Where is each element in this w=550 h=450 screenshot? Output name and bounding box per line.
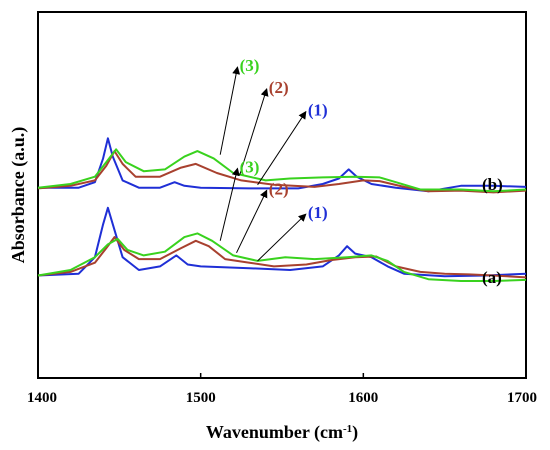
x-tick-label-1500: 1500: [186, 390, 216, 406]
series-line-a-1: [37, 206, 527, 278]
x-axis-label-main: Wavenumber (cm: [206, 422, 343, 443]
y-axis-label: Absorbance (a.u.): [8, 127, 29, 264]
x-axis-label: Wavenumber (cm-1): [206, 422, 358, 443]
x-tick-label-1400: 1400: [27, 390, 57, 406]
annotation-label-a-3: (3): [240, 158, 260, 177]
annotation-label-a-1: (1): [308, 203, 328, 222]
annotation-label-a-2: (2): [269, 179, 289, 198]
annotation-arrow-b-3: [219, 66, 241, 155]
annotation-label-b-2: (2): [269, 78, 289, 97]
x-tick-label-1700: 1700: [507, 390, 537, 406]
annotation-arrow-a-2: [236, 189, 268, 254]
panel-label-b: (b): [482, 175, 503, 194]
series-line-a-2: [37, 236, 527, 279]
annotation-arrow-b-1: [257, 110, 307, 186]
series-line-b-3: [37, 148, 527, 193]
annotation-layer: (3) (2) (1) (3) (2) (1): [219, 56, 328, 262]
series-line-a-3: [37, 232, 527, 282]
panel-label-a: (a): [482, 268, 502, 287]
annotation-arrow-a-1: [257, 213, 307, 262]
plot-frame: [37, 11, 527, 379]
annotation-label-b-1: (1): [308, 101, 328, 120]
annotation-label-b-3: (3): [240, 56, 260, 75]
series-line-b-1: [38, 137, 527, 193]
annotation-arrow-b-2: [239, 88, 269, 176]
x-tick-label-1600: 1600: [348, 390, 378, 406]
annotation-arrow-a-3: [219, 167, 240, 241]
x-axis-label-close: ): [352, 422, 358, 443]
series-layer: [37, 137, 527, 282]
x-axis-ticks: 1400 1500 1600 1700: [27, 373, 537, 406]
x-axis-label-sup: -1: [343, 423, 352, 435]
